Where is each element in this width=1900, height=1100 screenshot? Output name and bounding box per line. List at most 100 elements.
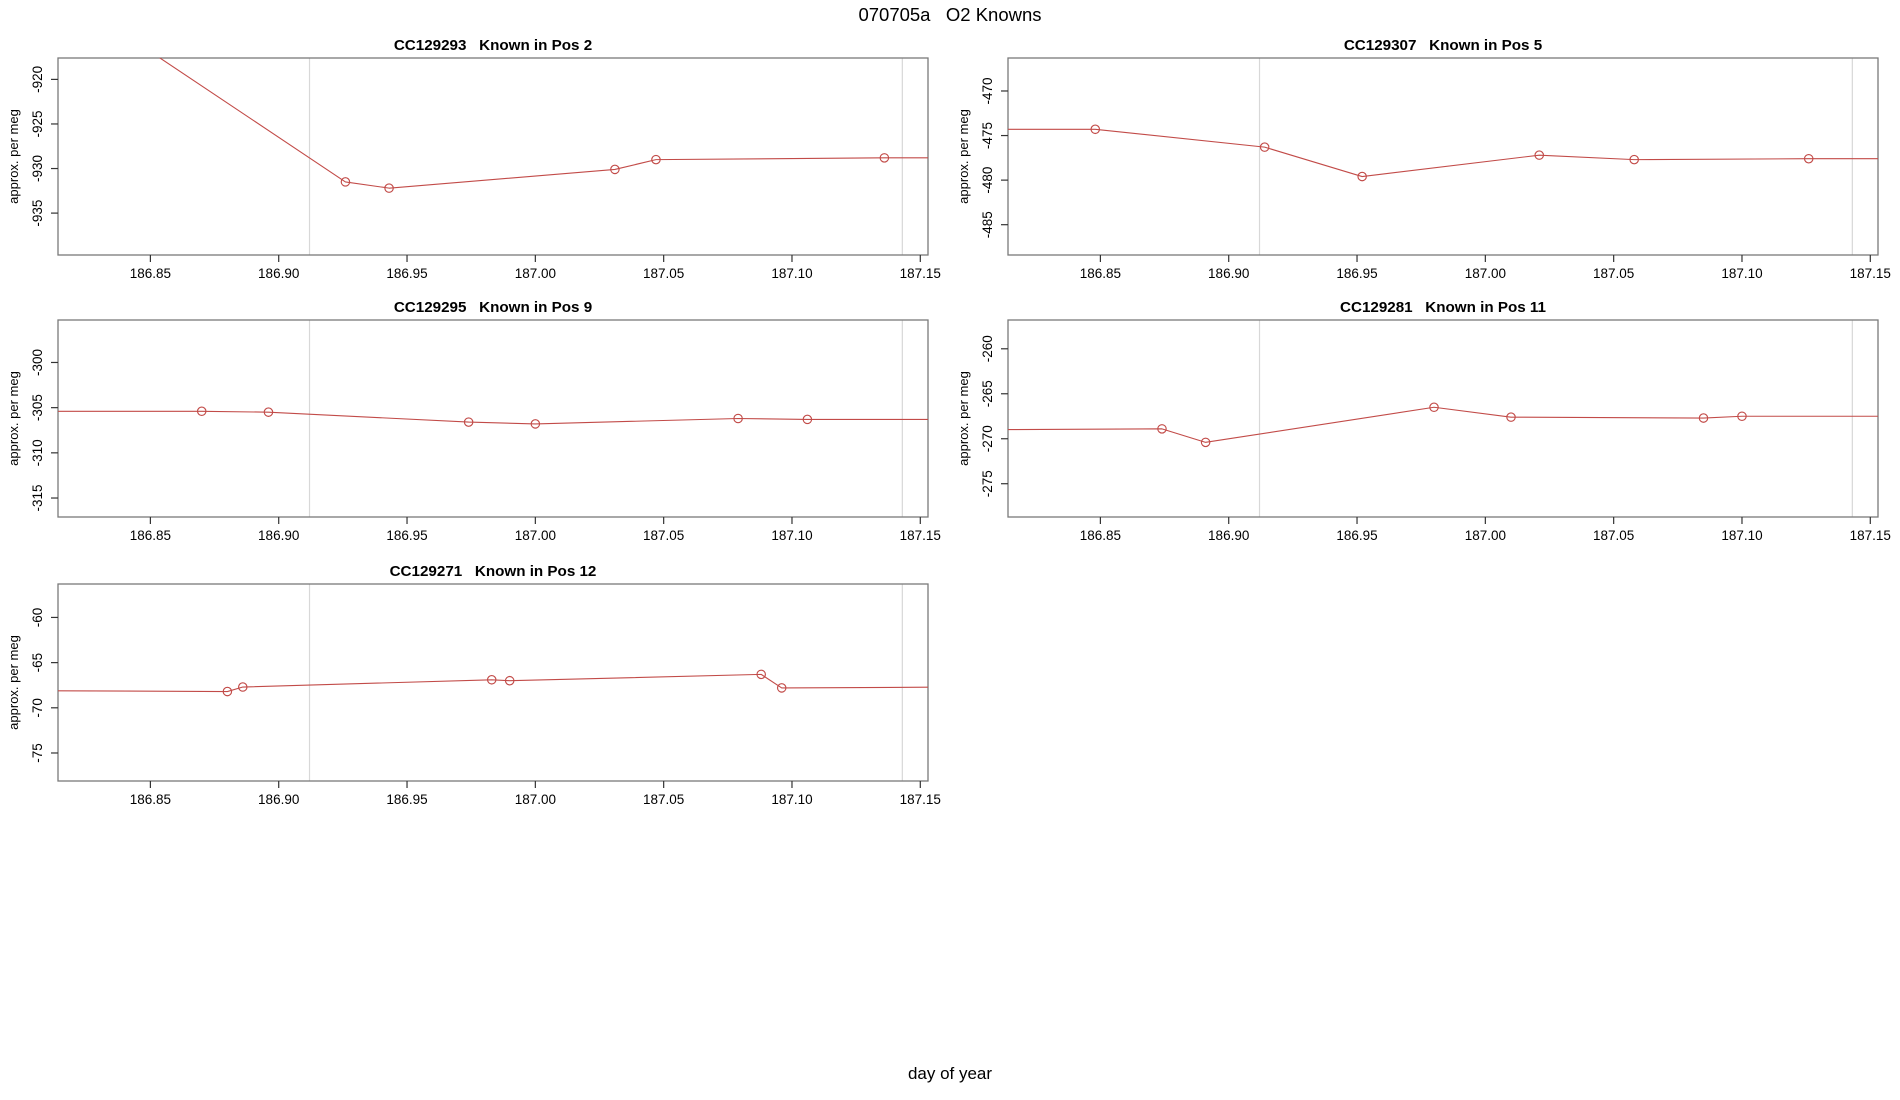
x-tick-label: 186.90	[1208, 266, 1249, 281]
main-title: 070705a O2 Knowns	[858, 4, 1042, 25]
data-line	[1008, 128, 1878, 178]
data-point-marker	[1803, 153, 1814, 164]
x-tick-label: 186.85	[130, 792, 171, 807]
x-tick-label: 186.85	[130, 528, 171, 543]
x-tick-label: 186.90	[1208, 528, 1249, 543]
data-point-marker	[340, 177, 351, 187]
subplot-title: CC129295 Known in Pos 9	[394, 299, 592, 316]
data-line	[1008, 406, 1878, 443]
x-tick-label: 186.95	[386, 266, 427, 281]
x-tick-label: 186.95	[1336, 528, 1377, 543]
data-point-marker	[733, 413, 743, 424]
x-tick-label: 187.10	[771, 792, 812, 807]
plot-box	[57, 583, 929, 782]
x-tick-label: 187.15	[900, 266, 941, 281]
data-point-marker	[1429, 402, 1439, 413]
data-line	[58, 673, 928, 693]
x-tick-label: 187.10	[771, 528, 812, 543]
x-tick-label: 186.90	[258, 266, 299, 281]
data-point-marker	[1200, 437, 1211, 448]
plot-box	[57, 319, 929, 518]
y-axis-label: approx. per meg	[956, 371, 971, 466]
y-axis-label: approx. per meg	[956, 109, 971, 204]
x-tick-label: 186.95	[1336, 266, 1377, 281]
x-tick-label: 187.15	[1850, 528, 1891, 543]
y-tick-label: -470	[980, 77, 995, 104]
x-tick-label: 187.00	[1465, 266, 1506, 281]
y-tick-label: -475	[980, 122, 995, 149]
y-tick-label: -70	[30, 698, 45, 718]
x-tick-label: 186.85	[130, 266, 171, 281]
plot-box	[1007, 319, 1879, 518]
series-group	[141, 44, 928, 193]
y-tick-label: -260	[980, 335, 995, 362]
x-tick-label: 186.85	[1080, 266, 1121, 281]
x-tick-label: 187.10	[771, 266, 812, 281]
y-tick-label: -275	[980, 470, 995, 497]
y-tick-label: -75	[30, 743, 45, 763]
y-axis-label: approx. per meg	[6, 109, 21, 204]
data-line	[58, 410, 928, 425]
data-point-marker	[1737, 411, 1747, 422]
x-tick-label: 187.00	[515, 528, 556, 543]
x-tick-label: 187.15	[900, 792, 941, 807]
x-tick-label: 186.95	[386, 792, 427, 807]
x-tick-label: 187.05	[643, 792, 684, 807]
data-point-marker	[1259, 142, 1270, 152]
data-point-marker	[756, 669, 766, 680]
subplot-cc129281: CC129281 Known in Pos 11 186.85 186.90 186.…	[956, 299, 1891, 543]
data-point-marker	[486, 675, 497, 685]
x-tick-label: 187.15	[1850, 266, 1891, 281]
y-axis-label: approx. per meg	[6, 635, 21, 730]
plot-box	[57, 57, 929, 256]
y-tick-label: -925	[30, 110, 45, 137]
data-point-marker	[1157, 424, 1167, 434]
data-point-marker	[610, 164, 620, 175]
y-tick-label: -310	[30, 439, 45, 466]
data-point-marker	[776, 683, 787, 693]
y-tick-label: -60	[30, 608, 45, 628]
x-tick-label: 187.15	[900, 528, 941, 543]
x-tick-label: 186.90	[258, 528, 299, 543]
y-tick-label: -480	[980, 167, 995, 194]
x-tick-label: 187.05	[643, 266, 684, 281]
data-point-marker	[384, 183, 394, 193]
series-group	[1008, 124, 1878, 182]
y-tick-label: -935	[30, 200, 45, 227]
data-point-marker	[651, 154, 661, 165]
x-tick-label: 187.10	[1721, 528, 1762, 543]
subplot-cc129307: CC129307 Known in Pos 5 186.85 186.90 186.9…	[956, 37, 1891, 281]
x-tick-label: 187.00	[515, 266, 556, 281]
subplot-title: CC129271 Known in Pos 12	[390, 563, 597, 580]
data-point-marker	[1698, 413, 1709, 423]
x-tick-label: 187.10	[1721, 266, 1762, 281]
x-tick-label: 187.00	[515, 792, 556, 807]
data-point-marker	[802, 414, 813, 425]
subplot-cc129293: CC129293 Known in Pos 2 186.85 186.90 186.9…	[6, 37, 941, 281]
y-tick-label: -65	[30, 653, 45, 673]
y-tick-label: -300	[30, 349, 45, 376]
x-axis-label: day of year	[907, 1064, 993, 1083]
data-point-marker	[222, 686, 233, 697]
x-tick-label: 186.95	[386, 528, 427, 543]
y-tick-label: -930	[30, 155, 45, 182]
y-tick-label: -315	[30, 485, 45, 512]
data-point-marker	[879, 153, 890, 163]
subplot-cc129295: CC129295 Known in Pos 9 186.85 186.90 186.9…	[6, 299, 941, 543]
data-point-marker	[463, 417, 474, 427]
plot-box	[1007, 57, 1879, 256]
subplot-title: CC129281 Known in Pos 11	[1340, 299, 1547, 316]
subplot-cc129271: CC129271 Known in Pos 12 186.85 186.90 186.…	[6, 563, 941, 807]
data-point-marker	[1534, 150, 1545, 160]
x-tick-label: 187.00	[1465, 528, 1506, 543]
data-point-marker	[238, 682, 248, 692]
x-tick-label: 187.05	[1593, 528, 1634, 543]
data-point-marker	[263, 407, 274, 417]
y-tick-label: -305	[30, 394, 45, 421]
y-tick-label: -485	[980, 211, 995, 238]
data-point-marker	[1506, 412, 1516, 422]
data-point-marker	[141, 44, 149, 52]
x-tick-label: 187.05	[643, 528, 684, 543]
x-tick-label: 186.90	[258, 792, 299, 807]
